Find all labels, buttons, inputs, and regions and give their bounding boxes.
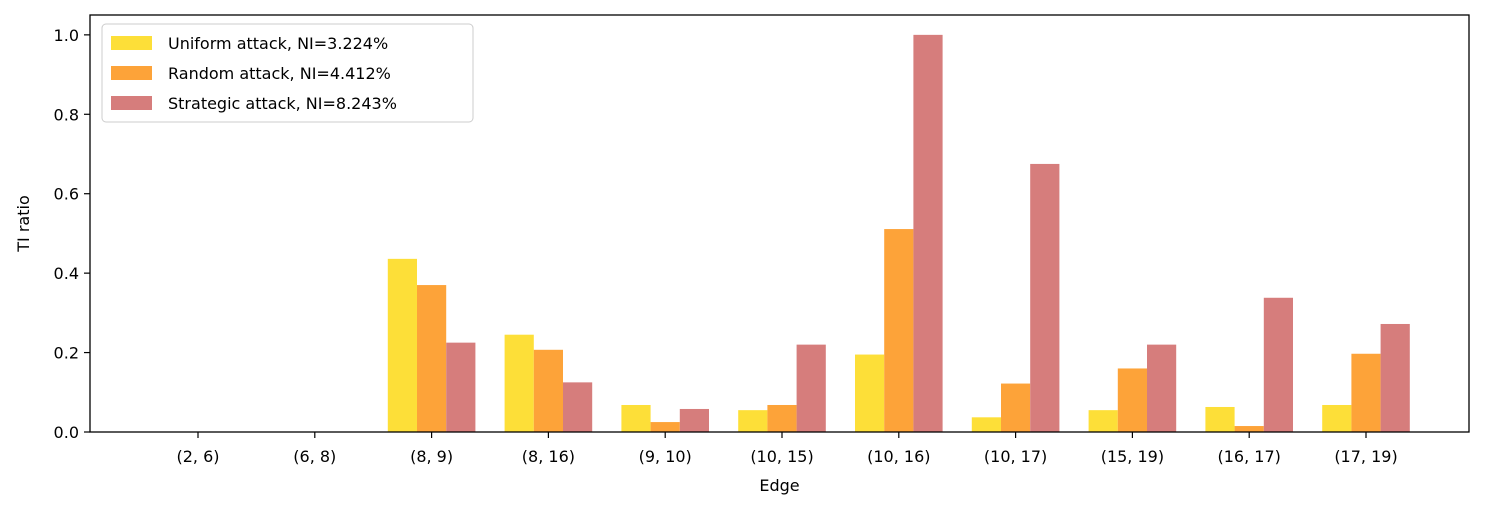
bar-series-2-cat-10 [1380, 323, 1410, 432]
bar-series-2-cat-7 [1030, 163, 1060, 432]
bar-series-1-cat-6 [884, 229, 914, 432]
bar-series-0-cat-10 [1322, 404, 1352, 432]
x-tick-label: (16, 17) [1218, 447, 1281, 466]
bar-series-2-cat-4 [679, 408, 709, 432]
y-axis: 0.0 0.2 0.4 0.6 0.8 1.0 [54, 26, 90, 442]
bar-series-2-cat-3 [563, 382, 593, 432]
bar-series-1-cat-7 [1001, 383, 1031, 432]
x-tick-label: (15, 19) [1101, 447, 1164, 466]
y-axis-label: TI ratio [14, 195, 33, 252]
legend-label-2: Strategic attack, NI=8.243% [168, 94, 397, 113]
x-tick-label: (8, 9) [410, 447, 453, 466]
bar-series-1-cat-8 [1117, 368, 1147, 432]
bar-series-2-cat-6 [913, 34, 943, 433]
bar-series-2-cat-9 [1263, 297, 1293, 432]
bar-series-0-cat-5 [738, 410, 768, 432]
y-tick-label: 0.8 [54, 105, 79, 124]
y-tick-label: 0.2 [54, 344, 79, 363]
x-tick-label: (9, 10) [639, 447, 692, 466]
bar-series-0-cat-7 [971, 417, 1001, 432]
bar-series-0-cat-9 [1205, 406, 1235, 432]
bar-series-1-cat-5 [767, 404, 797, 432]
bar-series-1-cat-2 [417, 285, 447, 432]
plot-frame [89, 14, 1470, 433]
legend-label-0: Uniform attack, NI=3.224% [168, 34, 388, 53]
legend-swatch-0 [111, 36, 152, 50]
bar-series-2-cat-5 [796, 344, 826, 432]
bar-series-1-cat-10 [1351, 353, 1381, 432]
x-axis: (2, 6) (6, 8) (8, 9) (8, 16) (9, 10) (10, 15)… [176, 432, 1398, 466]
bars-group [387, 34, 1410, 433]
x-tick-label: (10, 15) [750, 447, 813, 466]
legend-swatch-2 [111, 96, 152, 110]
bar-series-2-cat-2 [446, 342, 476, 432]
x-tick-label: (6, 8) [293, 447, 336, 466]
bar-series-1-cat-9 [1234, 426, 1264, 432]
legend-swatch-1 [111, 66, 152, 80]
bar-series-0-cat-2 [387, 258, 417, 432]
bar-series-0-cat-4 [621, 404, 651, 432]
bar-series-1-cat-3 [533, 349, 563, 432]
bar-series-1-cat-4 [650, 422, 680, 432]
x-tick-label: (17, 19) [1334, 447, 1397, 466]
x-tick-label: (10, 17) [984, 447, 1047, 466]
x-tick-label: (2, 6) [176, 447, 219, 466]
x-axis-label: Edge [759, 476, 799, 495]
legend: Uniform attack, NI=3.224% Random attack, … [101, 23, 474, 123]
x-tick-label: (8, 16) [522, 447, 575, 466]
y-tick-label: 0.0 [54, 423, 79, 442]
bar-series-0-cat-3 [504, 334, 534, 432]
legend-box [101, 23, 474, 123]
y-tick-label: 0.4 [54, 264, 79, 283]
legend-label-1: Random attack, NI=4.412% [168, 64, 391, 83]
bar-series-0-cat-6 [855, 354, 885, 432]
bar-series-2-cat-8 [1147, 344, 1177, 432]
y-tick-label: 1.0 [54, 26, 79, 45]
bar-series-0-cat-8 [1088, 410, 1118, 432]
x-tick-label: (10, 16) [867, 447, 930, 466]
y-tick-label: 0.6 [54, 185, 79, 204]
